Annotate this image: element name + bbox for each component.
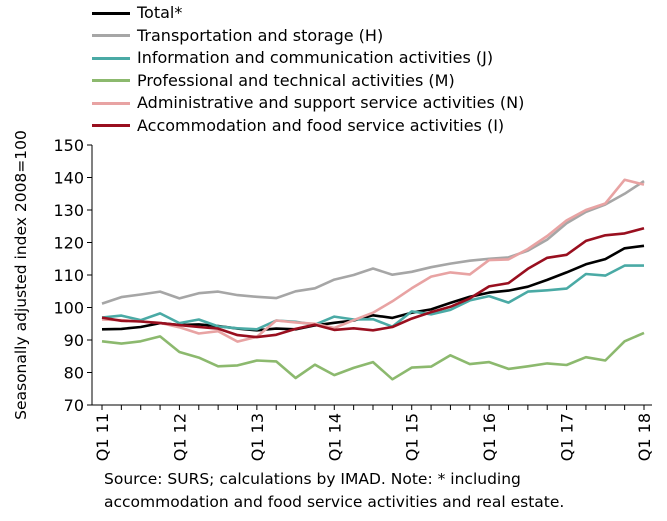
x-tick-label: Q1 11 xyxy=(93,413,112,461)
series-line xyxy=(101,264,644,331)
chart-legend: Total* Transportation and storage (H) Info… xyxy=(92,2,524,137)
y-tick-label: 110 xyxy=(53,266,84,285)
legend-swatch xyxy=(92,101,130,105)
legend-item: Accommodation and food service activitie… xyxy=(92,115,524,138)
legend-label: Information and communication activities… xyxy=(137,48,494,68)
y-tick-label: 140 xyxy=(53,169,84,188)
y-tick-label: 70 xyxy=(64,396,84,415)
legend-item: Information and communication activities… xyxy=(92,47,524,70)
x-tick-label: Q1 15 xyxy=(403,413,422,461)
series-lines xyxy=(101,178,645,381)
legend-label: Transportation and storage (H) xyxy=(137,25,384,45)
legend-swatch xyxy=(92,79,130,83)
x-axis-ticks: Q1 11 Q1 12 Q1 13 Q1 14 Q1 15 Q1 16 Q1 17 Q1 18 xyxy=(93,405,654,461)
legend-swatch xyxy=(92,124,130,128)
legend-item: Administrative and support service activ… xyxy=(92,92,524,115)
series-line xyxy=(101,331,645,381)
legend-swatch xyxy=(92,56,130,60)
x-tick-label: Q1 17 xyxy=(558,413,577,461)
source-line-2: accommodation and food service activitie… xyxy=(104,493,565,511)
legend-label: Administrative and support service activ… xyxy=(137,93,525,113)
x-tick-label: Q1 18 xyxy=(635,413,654,461)
y-tick-label: 80 xyxy=(64,364,84,383)
legend-label: Total* xyxy=(137,3,183,23)
y-tick-label: 100 xyxy=(53,299,84,318)
legend-label: Accommodation and food service activitie… xyxy=(137,115,505,135)
y-tick-label: 90 xyxy=(64,331,84,350)
y-axis-title: Seasonally adjusted index 2008=100 xyxy=(12,130,30,420)
series-line xyxy=(101,178,645,343)
series-line xyxy=(101,180,645,305)
source-note: Source: SURS; calculations by IMAD. Note… xyxy=(104,468,664,514)
y-tick-label: 130 xyxy=(53,201,84,220)
x-tick-label: Q1 12 xyxy=(170,413,189,461)
legend-item: Total* xyxy=(92,2,524,25)
legend-item: Professional and technical activities (M… xyxy=(92,70,524,93)
y-tick-label: 150 xyxy=(53,136,84,155)
x-tick-label: Q1 13 xyxy=(248,413,267,461)
legend-swatch xyxy=(92,11,130,15)
series-line xyxy=(101,244,645,332)
series-line xyxy=(101,226,645,339)
x-tick-label: Q1 16 xyxy=(480,413,499,461)
legend-item: Transportation and storage (H) xyxy=(92,25,524,48)
legend-swatch xyxy=(92,34,130,38)
x-tick-label: Q1 14 xyxy=(325,413,344,461)
legend-label: Professional and technical activities (M… xyxy=(137,70,455,90)
y-axis-ticks: 70 80 90 100 110 120 130 140 150 xyxy=(53,136,92,415)
y-tick-label: 120 xyxy=(53,234,84,253)
source-line-1: Source: SURS; calculations by IMAD. Note… xyxy=(104,470,521,488)
